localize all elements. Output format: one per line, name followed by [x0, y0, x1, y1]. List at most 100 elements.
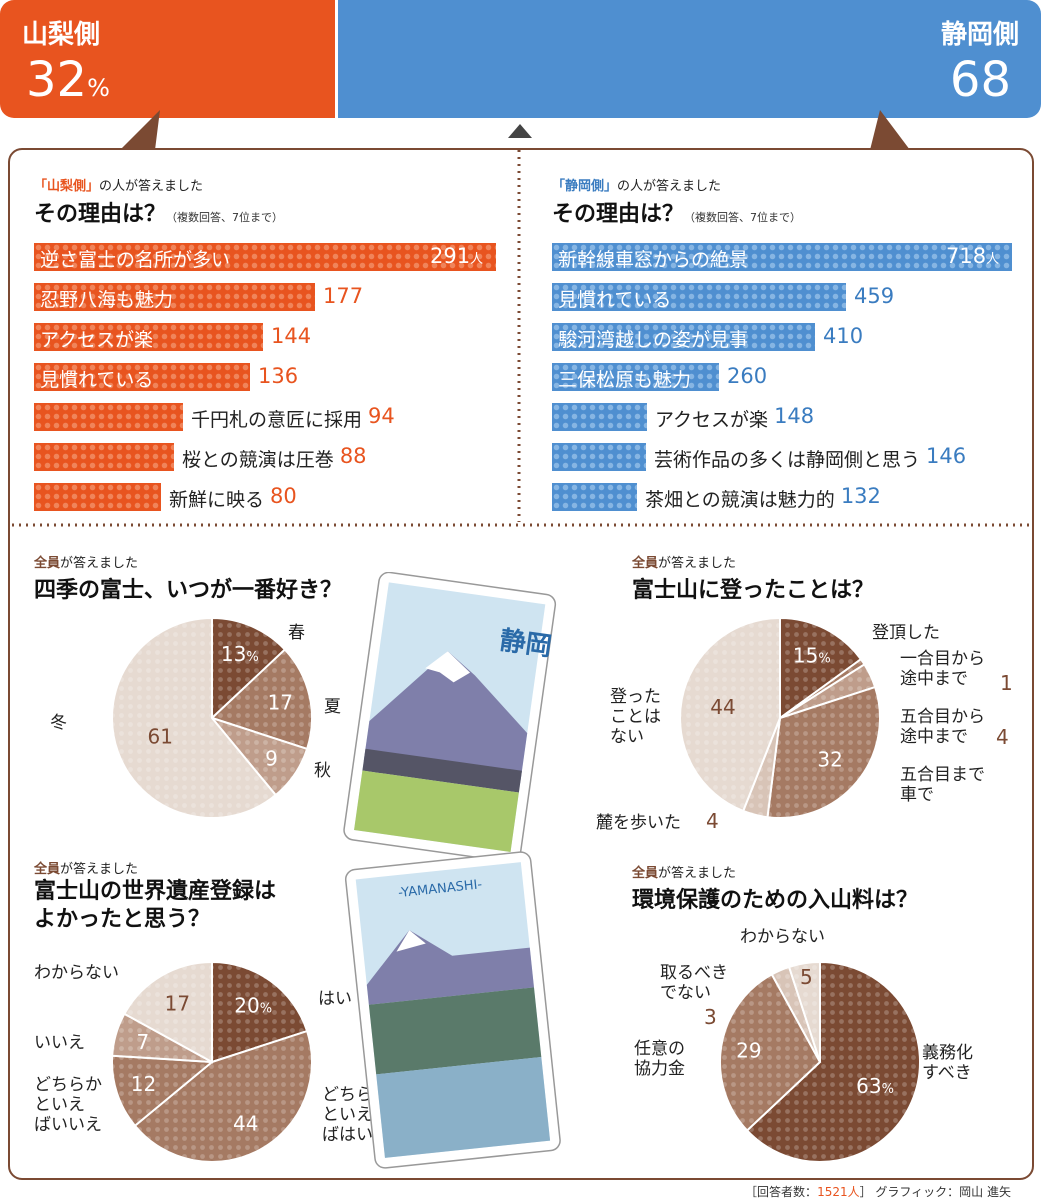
heritage-title: 富士山の世界遺産登録は よかったと思う？ — [34, 878, 276, 933]
yamanashi-pct: 32 — [26, 52, 88, 108]
shizuoka-bar-label-5: 芸術作品の多くは静岡側と思う — [654, 449, 921, 471]
yamanashi-bar-value-1: 177 — [323, 284, 364, 308]
climb-slice-value-4: 4 — [706, 809, 719, 833]
yamanashi-bar-5 — [34, 443, 174, 471]
shizuoka-heading: その理由は？（複数回答、7位まで） — [552, 196, 801, 228]
fee-sub-prefix: 全員 — [632, 866, 659, 881]
shizuoka-bar-label-3: 三保松原も魅力 — [558, 369, 692, 391]
heritage-slice-value-2: 12 — [131, 1072, 156, 1096]
fee-slice-label-3: わからない — [740, 927, 825, 947]
season-slice-value-3: 61 — [148, 725, 173, 749]
shizuoka-bar-label-1: 見慣れている — [558, 289, 672, 311]
shizuoka-bar-0 — [552, 243, 1012, 271]
climb-sub-prefix: 全員 — [632, 556, 659, 571]
shizuoka-bar-label-6: 茶畑との競演は魅力的 — [645, 489, 835, 511]
season-slice-label-0: 春 — [288, 623, 305, 643]
yamanashi-bar-label-3: 見慣れている — [40, 369, 154, 391]
fee-slice-0 — [745, 960, 922, 1163]
shizuoka-banner: 静岡側 68 — [338, 0, 1041, 118]
fee-slice-1 — [719, 973, 822, 1132]
season-slice-0 — [211, 616, 287, 721]
shizuoka-bar-value-3: 260 — [727, 364, 768, 388]
fee-slice-3 — [787, 960, 821, 1063]
footer-text: ［回答者数： — [745, 1185, 818, 1199]
climb-title: 富士山に登ったことは？ — [632, 578, 875, 603]
fee-slice-value-1: 29 — [736, 1039, 761, 1063]
heritage-slice-label-0: はい — [318, 989, 352, 1009]
heritage-slice-value-1: 44 — [233, 1111, 258, 1135]
season-sub: 全員が答えました — [34, 552, 138, 571]
climb-slice-value-1: 1 — [1000, 671, 1013, 695]
season-title: 四季の富士、いつが一番好き？ — [34, 578, 343, 603]
shizuoka-card: 静岡 — [343, 572, 557, 863]
fee-sub: 全員が答えました — [632, 862, 736, 881]
climb-slice-label-0: 登頂した — [872, 623, 940, 643]
heritage-slice-value-3: 7 — [136, 1030, 149, 1054]
season-slice-label-2: 秋 — [314, 761, 331, 781]
shizuoka-bar-5 — [552, 443, 646, 471]
fee-title: 環境保護のための入山料は？ — [632, 888, 919, 913]
climb-sub: 全員が答えました — [632, 552, 736, 571]
season-sub-suffix: が答えました — [60, 556, 139, 571]
yamanashi-heading: その理由は？（複数回答、7位まで） — [34, 196, 283, 228]
shizuoka-sub-prefix: 「静岡側」 — [552, 179, 618, 194]
fee-slice-label-1: 任意の協力金 — [634, 1039, 685, 1079]
footer-text2: ］ グラフィック：岡山 進矢 — [859, 1185, 1011, 1199]
climb-slice-label-4: 麓を歩いた — [596, 813, 681, 833]
shizuoka-bar-label-2: 駿河湾越しの姿が見事 — [558, 329, 749, 351]
yamanashi-bar-label-2: アクセスが楽 — [40, 329, 154, 351]
yamanashi-label: 山梨側 — [22, 20, 101, 50]
shizuoka-bar-value-6: 132 — [840, 484, 881, 508]
climb-slice-value-2: 4 — [996, 725, 1009, 749]
season-slice-1 — [210, 648, 313, 751]
heritage-title-line1: 富士山の世界遺産登録は — [34, 879, 277, 904]
shizuoka-label: 静岡側 — [940, 20, 1019, 50]
yamanashi-card: -YAMANASHI- — [344, 851, 561, 1169]
climb-slice-value-0: 15% — [793, 644, 831, 668]
shizuoka-bar-label-4: アクセスが楽 — [655, 409, 769, 431]
heritage-sub-suffix: が答えました — [60, 862, 139, 877]
yamanashi-bar-label-4: 千円札の意匠に採用 — [191, 409, 363, 431]
climb-slice-label-5: 登ったことはない — [610, 687, 661, 747]
yamanashi-bar-label-5: 桜との競演は圧巻 — [182, 449, 334, 471]
fee-sub-suffix: が答えました — [658, 866, 737, 881]
heritage-slice-label-3: いいえ — [34, 1033, 85, 1053]
shizuoka-bar-4 — [552, 403, 647, 431]
heritage-slice-4 — [123, 960, 213, 1064]
climb-slice-label-3: 五合目まで車で — [900, 765, 985, 805]
heritage-slice-value-0: 20% — [234, 993, 272, 1017]
pct-unit: % — [87, 74, 110, 102]
climb-sub-suffix: が答えました — [658, 556, 737, 571]
card-shizuoka-text: 静岡 — [498, 625, 554, 663]
season-slice-value-1: 17 — [268, 691, 293, 715]
footer-count: 1521人 — [817, 1185, 860, 1199]
fee-slice-label-0: 義務化すべき — [922, 1043, 973, 1083]
yamanashi-bar-3 — [34, 363, 250, 391]
heritage-slice-label-4: わからない — [34, 963, 119, 983]
shizuoka-bar-value-4: 148 — [774, 404, 815, 428]
shizuoka-bar-2 — [552, 323, 815, 351]
yamanashi-sub: 「山梨側」の人が答えました — [34, 175, 203, 194]
heritage-slice-0 — [211, 960, 309, 1064]
climb-slice-value-3: 32 — [817, 747, 842, 771]
yamanashi-bar-label-0: 逆さ富士の名所が多い — [40, 249, 231, 271]
shizuoka-bar-1 — [552, 283, 846, 311]
heritage-sub-prefix: 全員 — [34, 862, 61, 877]
yamanashi-bar-label-6: 新鮮に映る — [169, 489, 265, 511]
climb-slice-label-1: 一合目から途中まで — [900, 649, 985, 689]
banner-pointers — [120, 110, 910, 150]
shizuoka-bar-3 — [552, 363, 719, 391]
heritage-title-line2: よかったと思う？ — [34, 906, 211, 932]
heritage-slice-2 — [111, 1054, 215, 1128]
heritage-slice-label-2: どちらかといえばいいえ — [34, 1075, 102, 1135]
yamanashi-bar-0 — [34, 243, 496, 271]
main-panel — [8, 148, 1034, 1180]
fee-slice-value-3: 5 — [800, 965, 813, 989]
yamanashi-sub-prefix: 「山梨側」 — [34, 179, 100, 194]
fee-slice-label-2: 取るべきでない — [660, 963, 728, 1003]
season-sub-prefix: 全員 — [34, 556, 61, 571]
yamanashi-sub-suffix: の人が答えました — [99, 179, 204, 194]
yamanashi-bar-2 — [34, 323, 263, 351]
heritage-slice-1 — [133, 1029, 313, 1163]
